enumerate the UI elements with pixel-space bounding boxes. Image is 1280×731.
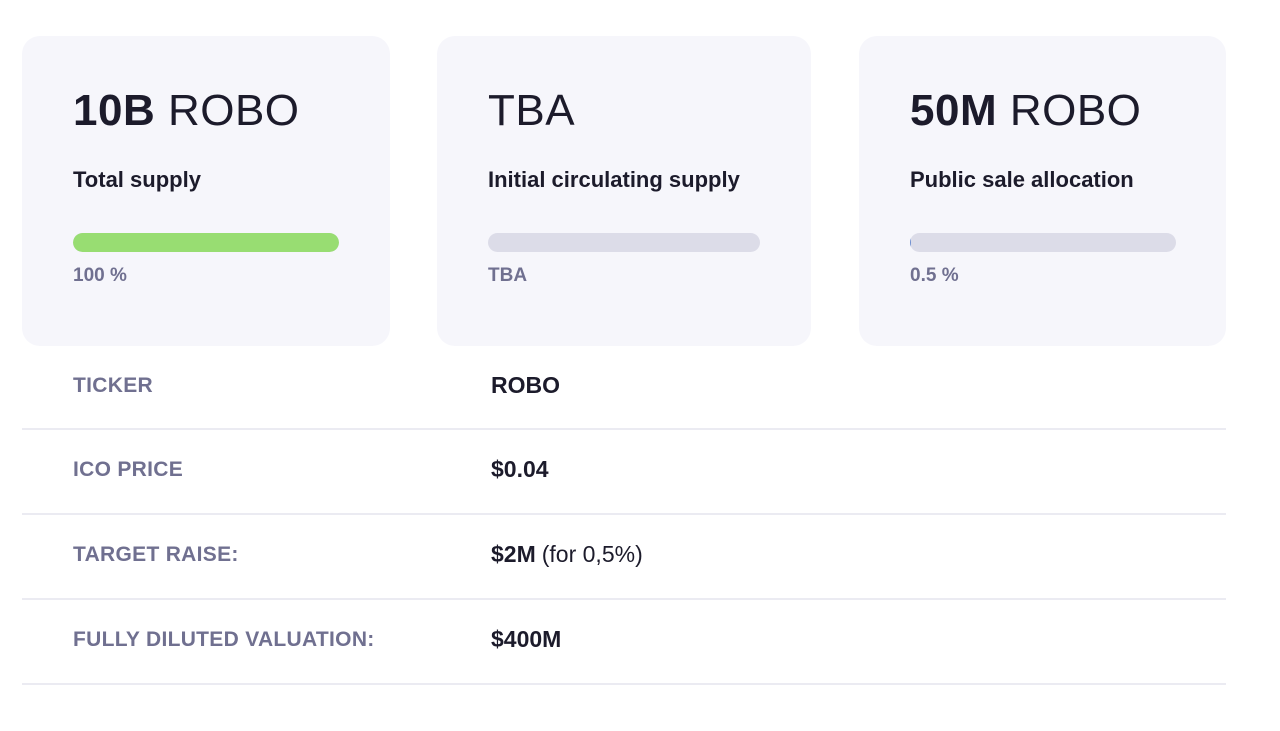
row-key: ICO PRICE <box>73 458 184 481</box>
progress-bar <box>488 233 760 252</box>
table-row-target-raise: TARGET RAISE: $2M (for 0,5%) <box>22 515 1226 600</box>
table-row-ticker: TICKER ROBO <box>22 346 1226 430</box>
progress-bar <box>910 233 1176 252</box>
card-value: TBA <box>488 86 575 136</box>
row-value-main: $400M <box>491 626 562 652</box>
row-value-main: $2M <box>491 541 536 567</box>
progress-bar <box>73 233 339 252</box>
card-value-unit: TBA <box>488 86 576 135</box>
row-key: TARGET RAISE: <box>73 543 239 566</box>
row-value: ROBO <box>491 372 560 399</box>
token-details-table: TICKER ROBO ICO PRICE $0.04 TARGET RAISE… <box>22 346 1226 685</box>
progress-text: 0.5 % <box>910 265 959 286</box>
card-value-unit: ROBO <box>167 86 300 135</box>
row-value: $2M (for 0,5%) <box>491 541 643 568</box>
row-key: TICKER <box>73 374 153 397</box>
card-label: Public sale allocation <box>910 167 1134 192</box>
table-row-fully-diluted-valuation: FULLY DILUTED VALUATION: $400M <box>22 600 1226 685</box>
progress-bar-fill <box>73 233 339 252</box>
card-public-sale-allocation: 50M ROBO Public sale allocation 0.5 % <box>859 36 1226 346</box>
row-value: $0.04 <box>491 456 549 483</box>
card-label: Total supply <box>73 167 201 192</box>
row-value: $400M <box>491 626 561 653</box>
token-stats-cards: 10B ROBO Total supply 100 % TBA Initial … <box>22 36 1226 346</box>
card-value: 10B ROBO <box>73 86 300 136</box>
card-initial-circulating-supply: TBA Initial circulating supply TBA <box>437 36 811 346</box>
table-row-ico-price: ICO PRICE $0.04 <box>22 430 1226 515</box>
progress-text: 100 % <box>73 265 127 286</box>
row-value-note: (for 0,5%) <box>541 541 643 567</box>
progress-bar-fill <box>910 233 912 252</box>
row-key: FULLY DILUTED VALUATION: <box>73 628 375 651</box>
card-value-unit: ROBO <box>1009 86 1142 135</box>
row-value-main: $0.04 <box>491 456 549 482</box>
card-value-amount: 10B <box>73 86 156 135</box>
progress-text: TBA <box>488 265 528 286</box>
card-value-amount: 50M <box>910 86 998 135</box>
card-value: 50M ROBO <box>910 86 1141 136</box>
card-total-supply: 10B ROBO Total supply 100 % <box>22 36 390 346</box>
card-label: Initial circulating supply <box>488 167 740 192</box>
row-value-main: ROBO <box>491 372 560 398</box>
